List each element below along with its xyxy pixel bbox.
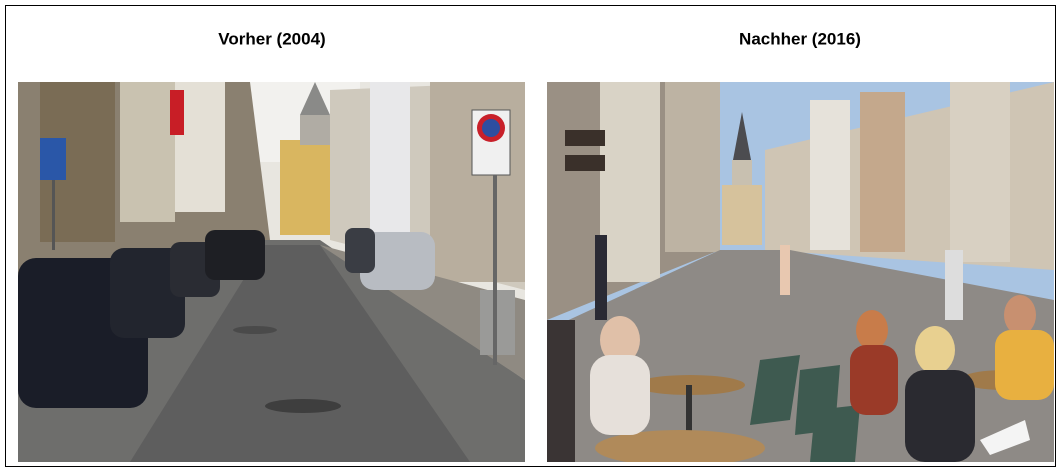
photo-before	[18, 82, 525, 462]
photo-after	[547, 82, 1054, 466]
panel-title: Nachher (2016)	[739, 29, 861, 48]
panel-title: Vorher (2004)	[218, 29, 325, 48]
comparison-figure: Vorher (2004) Nachher (2016)	[0, 0, 1061, 472]
